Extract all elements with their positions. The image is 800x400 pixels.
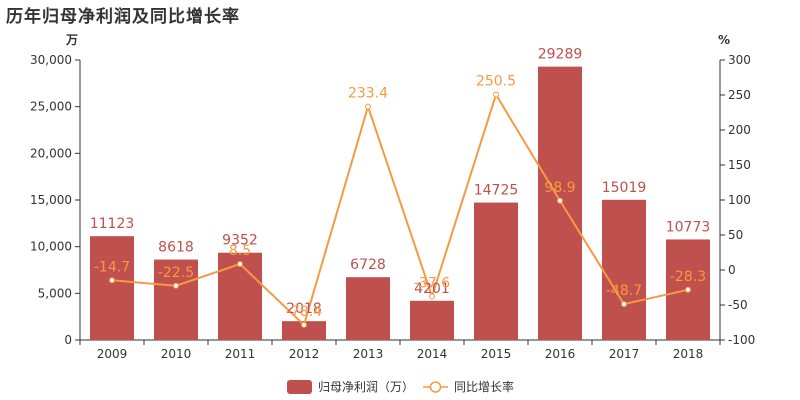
growth-value-label: 250.5 — [476, 74, 516, 90]
growth-value-label: 98.9 — [544, 180, 575, 196]
growth-value-label: -48.7 — [606, 283, 642, 299]
y-right-tick-label: 0 — [728, 263, 736, 277]
y-left-unit: 万 — [65, 33, 78, 47]
chart-title: 历年归母净利润及同比增长率 — [6, 7, 240, 27]
growth-point[interactable] — [429, 293, 435, 300]
growth-point[interactable] — [237, 261, 243, 268]
growth-point[interactable] — [621, 301, 627, 308]
y-right-tick-label: 200 — [728, 123, 751, 137]
bar-value-label: 9352 — [222, 233, 258, 249]
x-tick-label: 2012 — [289, 347, 320, 361]
bar[interactable] — [602, 199, 646, 340]
growth-point[interactable] — [109, 277, 115, 284]
growth-point[interactable] — [173, 282, 179, 289]
bar-value-label: 10773 — [666, 219, 711, 235]
y-left-tick-label: 0 — [64, 333, 72, 347]
x-tick-label: 2014 — [417, 347, 448, 361]
growth-value-label: -22.5 — [158, 265, 194, 281]
bar-value-label: 4201 — [414, 281, 450, 297]
x-tick-label: 2013 — [353, 347, 384, 361]
legend-line-marker[interactable] — [429, 381, 442, 393]
growth-point[interactable] — [685, 286, 691, 293]
legend-bar-swatch[interactable] — [287, 380, 312, 394]
y-left-tick-label: 15,000 — [30, 193, 72, 207]
growth-value-label: -37.6 — [414, 275, 450, 291]
x-tick-label: 2018 — [673, 347, 704, 361]
y-right-tick-label: 100 — [728, 193, 751, 207]
bar[interactable] — [282, 321, 326, 340]
bar-value-label: 11123 — [90, 216, 135, 232]
x-tick-label: 2015 — [481, 347, 512, 361]
y-right-tick-label: -100 — [728, 333, 755, 347]
y-right-tick-label: -50 — [728, 298, 748, 312]
y-right-tick-label: 50 — [728, 228, 743, 242]
bars-layer — [90, 66, 710, 341]
x-tick-label: 2016 — [545, 347, 576, 361]
x-tick-label: 2010 — [161, 347, 192, 361]
growth-point[interactable] — [365, 103, 371, 110]
y-left-tick-label: 30,000 — [30, 53, 72, 67]
x-tick-label: 2011 — [225, 347, 256, 361]
bar[interactable] — [218, 252, 262, 340]
growth-line — [111, 92, 689, 327]
bar[interactable] — [90, 236, 134, 340]
axes-layer: 0 5,000 10,000 15,000 20,000 25,000 30,000 万 -10… — [30, 33, 755, 361]
x-tick-label: 2017 — [609, 347, 640, 361]
growth-point[interactable] — [557, 197, 563, 204]
bar-value-label: 14725 — [474, 183, 519, 199]
bar[interactable] — [410, 300, 454, 340]
labels-layer: 11123 8618 9352 2018 6728 4201 14725 29289 15019… — [90, 47, 711, 320]
bar-value-label: 2018 — [286, 301, 322, 317]
growth-value-label: 8.5 — [229, 243, 251, 259]
y-right-tick-label: 150 — [728, 158, 751, 172]
y-right-unit: % — [718, 33, 730, 47]
growth-point[interactable] — [301, 321, 307, 328]
x-tick-label: 2009 — [97, 347, 128, 361]
bar-value-label: 15019 — [602, 180, 647, 196]
legend-line-label[interactable]: 同比增长率 — [454, 379, 514, 394]
line-layer — [109, 91, 691, 328]
y-right-tick-label: 250 — [728, 88, 751, 102]
y-left-tick-label: 5,000 — [38, 286, 72, 300]
y-left-tick-label: 20,000 — [30, 146, 72, 160]
y-left-tick-label: 25,000 — [30, 100, 72, 114]
growth-value-label: 233.4 — [348, 86, 388, 102]
bar-value-label: 8618 — [158, 240, 194, 256]
y-left-tick-label: 10,000 — [30, 240, 72, 254]
legend-bar-label[interactable]: 归母净利润（万） — [318, 380, 414, 394]
bar[interactable] — [154, 259, 198, 340]
bar-value-label: 6728 — [350, 257, 386, 273]
bar[interactable] — [346, 277, 390, 340]
bar-value-label: 29289 — [538, 47, 583, 63]
growth-value-label: -78.4 — [286, 304, 322, 320]
bar[interactable] — [474, 202, 518, 340]
growth-point[interactable] — [493, 91, 499, 98]
growth-value-label: -28.3 — [670, 269, 706, 285]
legend[interactable]: 归母净利润（万） 同比增长率 — [287, 379, 514, 394]
growth-value-label: -14.7 — [94, 259, 130, 275]
y-right-tick-label: 300 — [728, 53, 751, 67]
